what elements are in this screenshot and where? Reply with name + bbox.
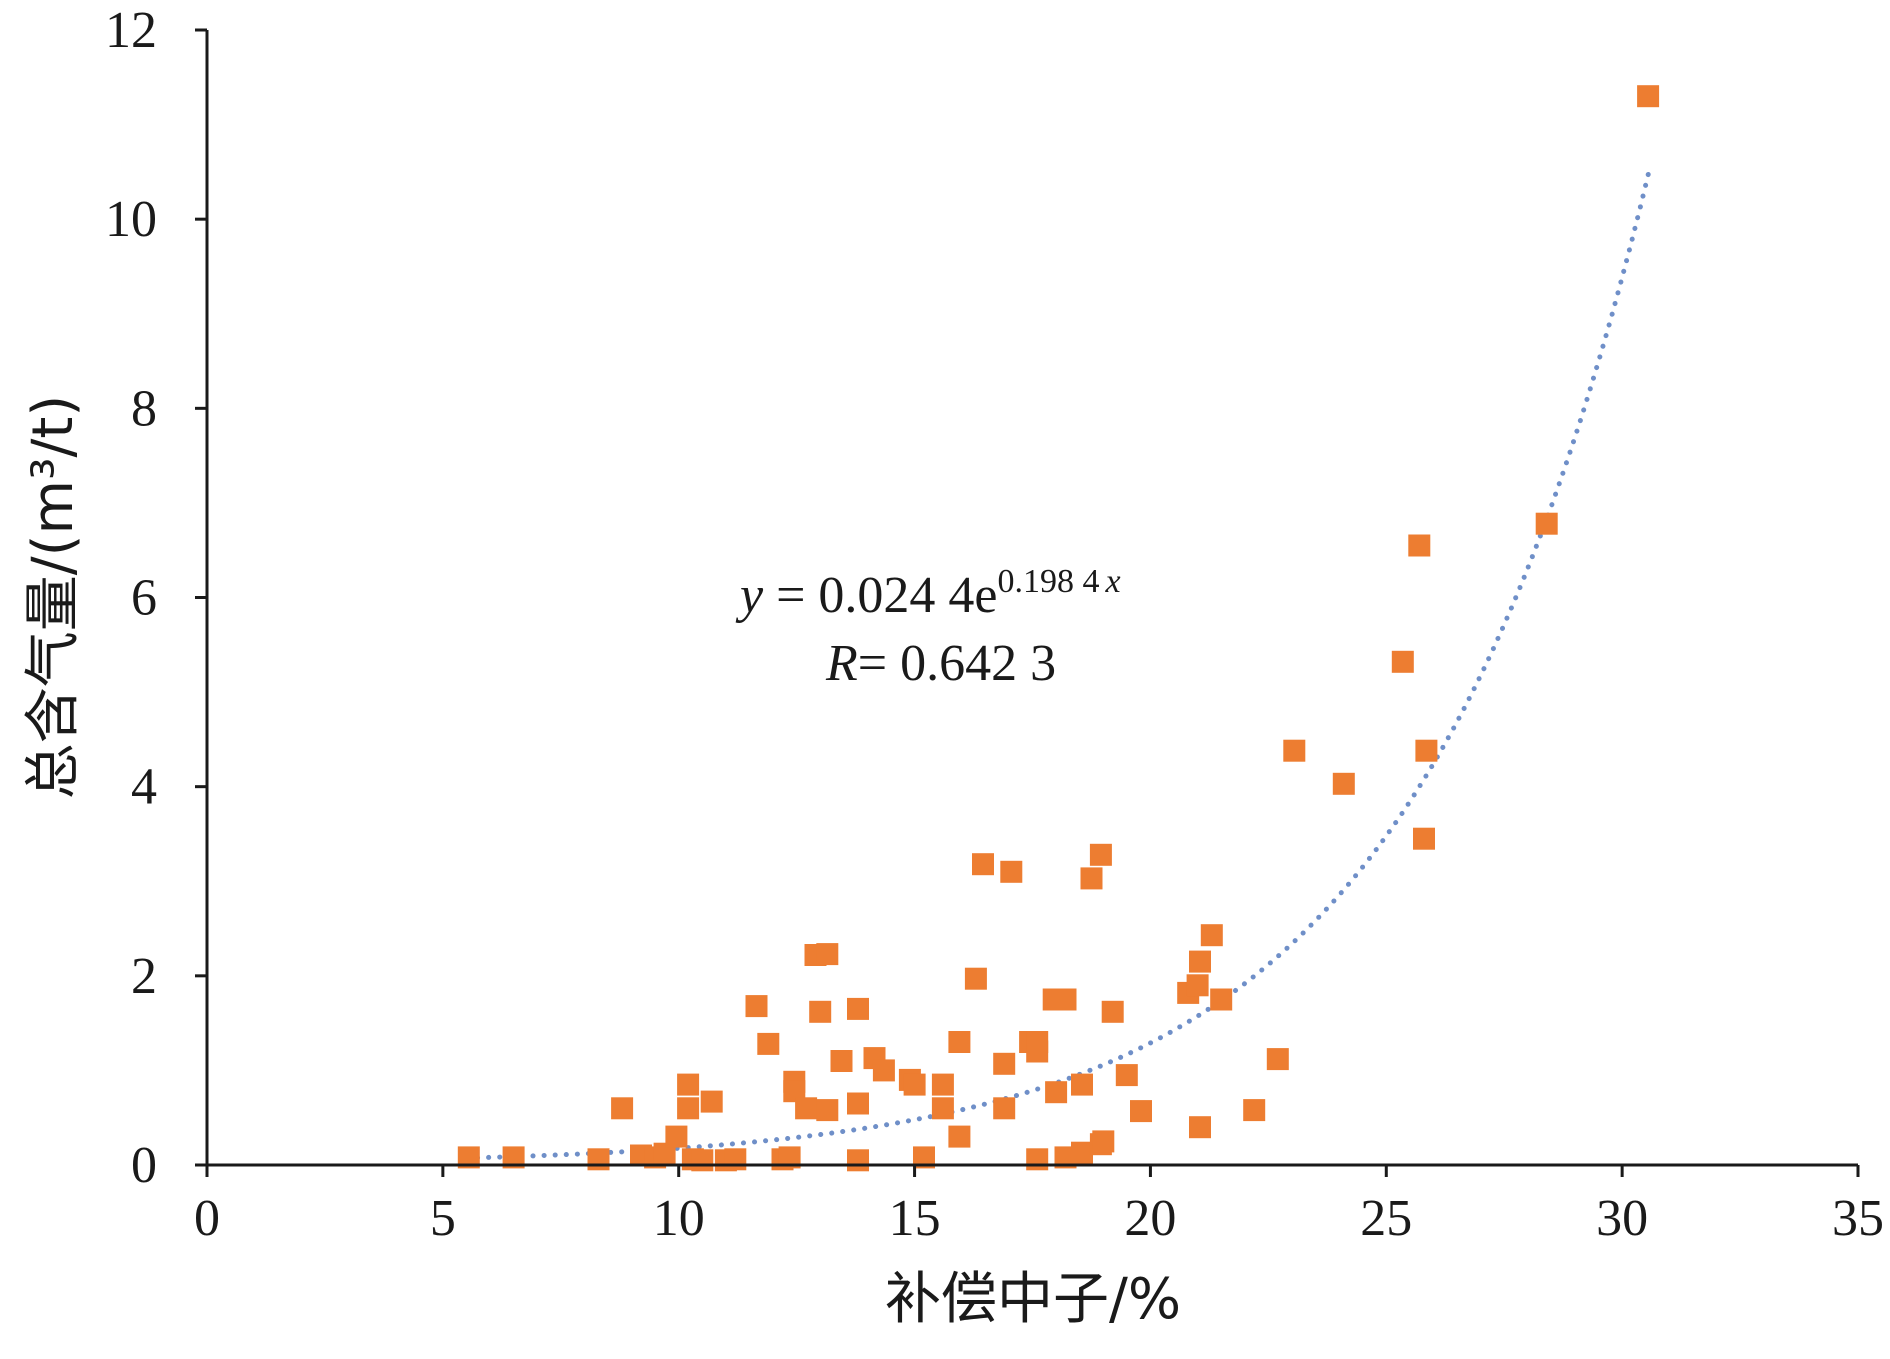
r-text: = 0.642 3 xyxy=(858,635,1056,692)
y-tick-label: 6 xyxy=(131,570,157,627)
data-point xyxy=(972,853,994,876)
data-point xyxy=(677,1097,700,1120)
data-point xyxy=(1200,924,1223,947)
data-point xyxy=(1101,1000,1124,1023)
data-point xyxy=(611,1097,634,1120)
x-axis-title: 补偿中子/% xyxy=(885,1267,1181,1332)
data-point xyxy=(1000,860,1023,883)
x-tick-label: 35 xyxy=(1832,1190,1884,1247)
data-point xyxy=(587,1148,610,1171)
data-point xyxy=(1071,1141,1093,1164)
data-point xyxy=(757,1032,780,1055)
data-point xyxy=(872,1059,895,1082)
data-point xyxy=(1283,739,1306,762)
equation-y-var: y xyxy=(735,567,764,624)
data-point xyxy=(948,1031,971,1053)
data-point xyxy=(847,1149,869,1172)
data-point xyxy=(1092,1130,1115,1153)
r-var: R xyxy=(825,635,858,692)
ticks-layer: 0 5 10 15 20 25 30 35 0 2 4 6 8 10 12 xyxy=(105,2,1884,1247)
data-point xyxy=(964,967,987,990)
x-tick-label: 0 xyxy=(194,1190,220,1247)
data-point xyxy=(1189,1116,1211,1139)
data-point xyxy=(993,1097,1016,1120)
x-tick-label: 5 xyxy=(430,1190,456,1247)
data-point xyxy=(1266,1048,1289,1071)
data-point xyxy=(1054,988,1077,1011)
x-tick-label: 15 xyxy=(889,1190,941,1247)
data-point xyxy=(948,1125,971,1148)
y-tick-label: 4 xyxy=(131,759,157,816)
data-point xyxy=(1115,1064,1138,1087)
y-tick-label: 12 xyxy=(105,2,157,59)
equation-body: = 0.024 4e xyxy=(763,567,997,624)
data-point xyxy=(1186,974,1209,997)
data-point xyxy=(778,1146,801,1169)
data-point xyxy=(665,1125,688,1148)
x-tick-label: 20 xyxy=(1124,1190,1176,1247)
data-point xyxy=(1026,1031,1049,1053)
y-tick-label: 0 xyxy=(131,1137,157,1194)
data-point xyxy=(653,1142,676,1165)
data-point xyxy=(457,1146,480,1169)
data-point xyxy=(691,1149,714,1172)
data-point xyxy=(847,997,869,1020)
data-point xyxy=(745,995,768,1018)
equation-exponent: 0.198 4 xyxy=(998,563,1100,600)
y-tick-label: 8 xyxy=(131,380,157,437)
y-tick-label: 2 xyxy=(131,948,157,1005)
data-point xyxy=(724,1148,747,1171)
data-point xyxy=(1243,1099,1266,1122)
r-value-annotation: R= 0.642 3 xyxy=(825,635,1056,692)
data-point xyxy=(1413,827,1435,850)
data-point xyxy=(1071,1073,1093,1096)
y-tick-label: 10 xyxy=(105,191,157,248)
data-point xyxy=(1130,1100,1152,1123)
x-tick-label: 25 xyxy=(1360,1190,1412,1247)
data-point xyxy=(931,1073,954,1096)
data-point xyxy=(1637,85,1660,108)
data-point xyxy=(1026,1148,1049,1171)
data-point xyxy=(816,1099,839,1122)
data-point xyxy=(1408,534,1431,557)
data-point xyxy=(816,943,839,966)
x-tick-label: 10 xyxy=(653,1190,705,1247)
equation-exponent-var: x xyxy=(1105,563,1121,600)
data-point xyxy=(1332,772,1355,795)
data-point xyxy=(931,1097,954,1120)
data-point xyxy=(830,1050,853,1072)
data-point xyxy=(847,1092,869,1115)
data-point xyxy=(1535,512,1558,535)
data-point xyxy=(809,1000,832,1023)
data-point xyxy=(1080,867,1103,890)
data-point xyxy=(1045,1081,1068,1104)
x-tick-label: 30 xyxy=(1596,1190,1648,1247)
data-point xyxy=(1391,650,1414,673)
data-point xyxy=(502,1146,525,1169)
data-point xyxy=(700,1090,723,1113)
data-point xyxy=(783,1080,806,1103)
data-point xyxy=(795,1097,818,1120)
data-point xyxy=(1189,950,1211,973)
data-point xyxy=(993,1052,1016,1075)
data-point xyxy=(913,1146,935,1169)
data-point xyxy=(1415,739,1438,762)
data-point xyxy=(677,1073,700,1096)
data-point xyxy=(903,1073,926,1096)
data-point xyxy=(1089,843,1112,866)
data-point xyxy=(1210,988,1233,1011)
points-layer xyxy=(457,85,1660,1172)
y-axis-title: 总含气量/(m³/t) xyxy=(21,395,86,799)
